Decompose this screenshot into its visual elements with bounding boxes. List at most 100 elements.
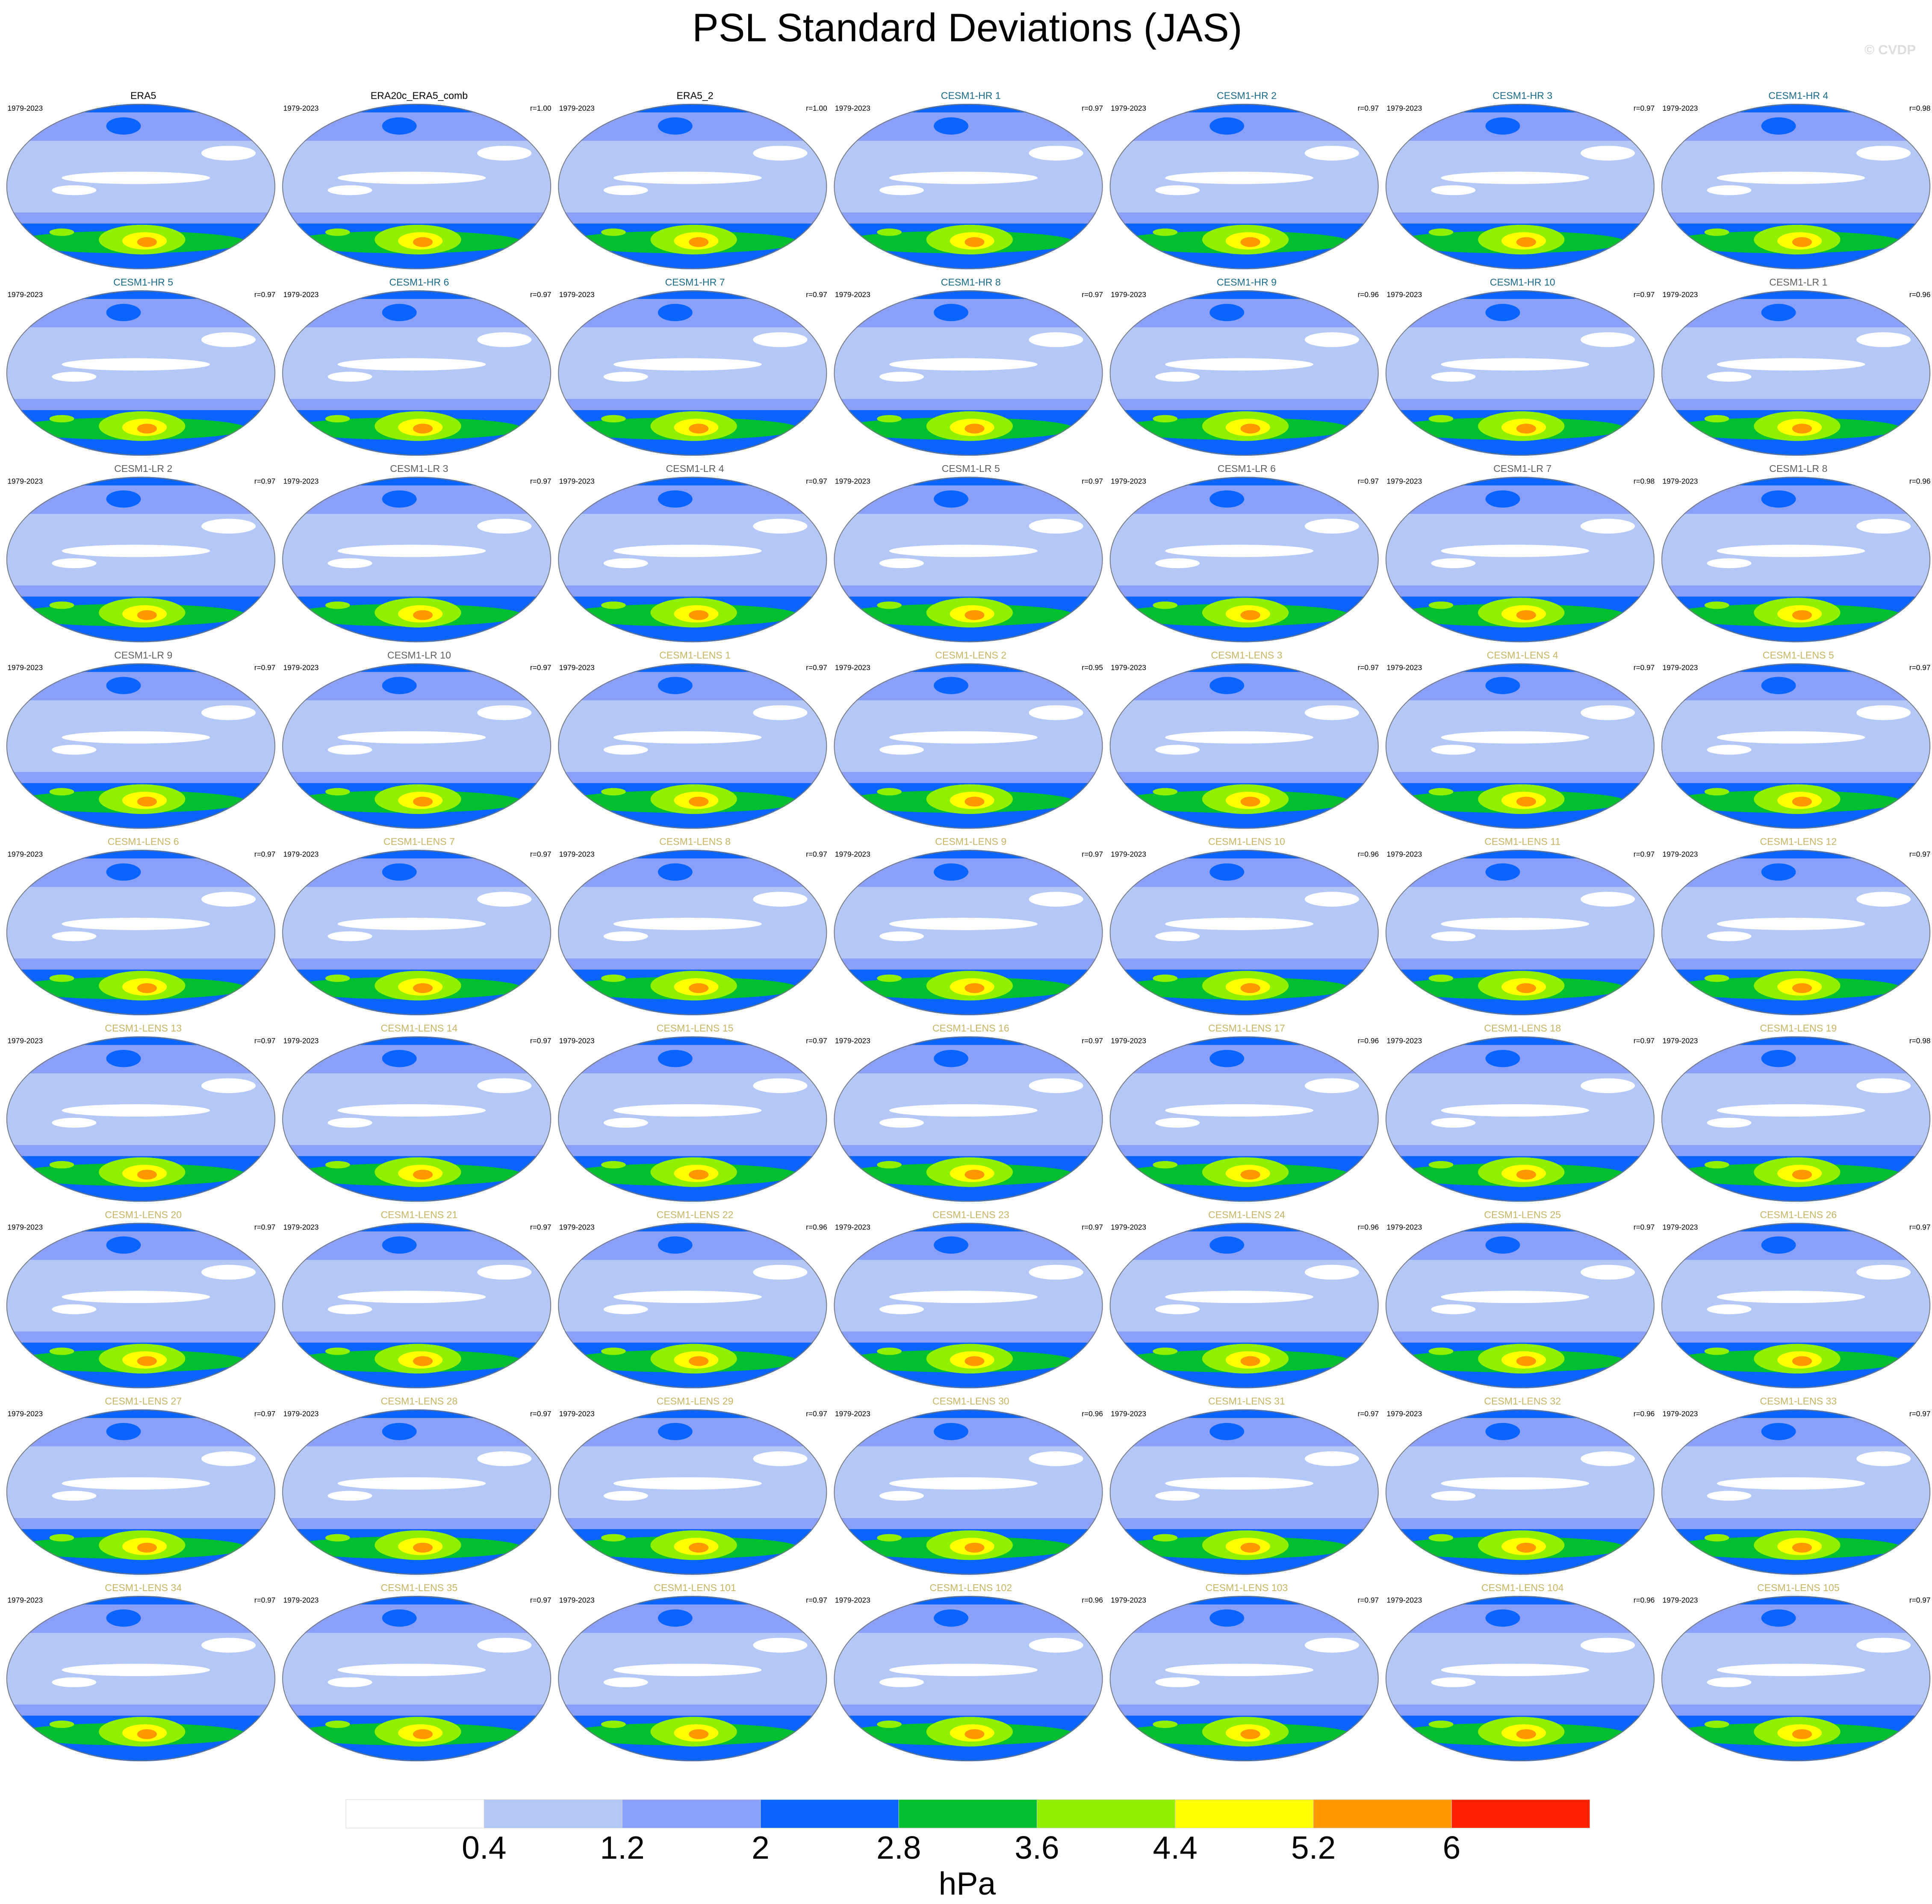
panel-period: 1979-2023 [559, 663, 595, 672]
panel: CESM1-LENS 7 1979-2023 r=0.97 [282, 836, 552, 1015]
panel: CESM1-LR 10 1979-2023 r=0.97 [282, 649, 552, 828]
panel-period: 1979-2023 [1663, 1596, 1698, 1604]
panel: CESM1-LENS 13 1979-2023 r=0.97 [6, 1023, 275, 1202]
panel-period: 1979-2023 [7, 1223, 43, 1232]
panel-correlation: r=0.96 [1634, 1409, 1655, 1418]
watermark: © CVDP [1864, 42, 1916, 57]
map [834, 1596, 1103, 1761]
panel-title: CESM1-LENS 23 [932, 1209, 1009, 1220]
panel-period: 1979-2023 [559, 1036, 595, 1045]
panel: CESM1-LENS 33 1979-2023 r=0.97 [1661, 1396, 1931, 1575]
colorbar-box [345, 1799, 484, 1828]
panel: CESM1-LENS 103 1979-2023 r=0.97 [1109, 1582, 1379, 1761]
map [558, 850, 827, 1015]
panel-correlation: r=0.97 [530, 1596, 552, 1604]
panel-period: 1979-2023 [559, 290, 595, 299]
map [1385, 290, 1655, 456]
panel-title: CESM1-LENS 25 [1484, 1209, 1561, 1220]
panel-title: CESM1-LENS 8 [659, 836, 731, 847]
panel-correlation: r=0.97 [1082, 1036, 1103, 1045]
panel-period: 1979-2023 [283, 104, 319, 112]
map [558, 1596, 827, 1761]
panel-correlation: r=0.97 [1909, 1223, 1931, 1232]
panel-correlation: r=0.97 [530, 663, 552, 672]
panel-correlation: r=0.98 [1909, 104, 1931, 112]
map [558, 1036, 827, 1202]
colorbar-box [484, 1799, 623, 1828]
colorbar-box [622, 1799, 761, 1828]
map [1661, 104, 1931, 269]
panel-title: CESM1-LR 3 [390, 463, 448, 474]
map [1109, 1409, 1379, 1575]
panel-period: 1979-2023 [1386, 1223, 1422, 1232]
panel-period: 1979-2023 [1386, 477, 1422, 485]
panel-title: CESM1-HR 3 [1493, 90, 1552, 101]
map [282, 104, 552, 269]
map [558, 477, 827, 642]
panel-title: CESM1-HR 2 [1217, 90, 1277, 101]
panel-correlation: r=0.97 [1082, 850, 1103, 858]
map [834, 1409, 1103, 1575]
map [1385, 477, 1655, 642]
panel-correlation: r=0.97 [254, 663, 276, 672]
panel-period: 1979-2023 [283, 850, 319, 858]
panel-correlation: r=0.97 [806, 477, 827, 485]
map [6, 1596, 275, 1761]
map [1661, 1596, 1931, 1761]
panel-title: CESM1-LENS 101 [654, 1582, 736, 1593]
panel-correlation: r=0.97 [1358, 477, 1379, 485]
panel-correlation: r=0.96 [1909, 290, 1931, 299]
panel: CESM1-LENS 21 1979-2023 r=0.97 [282, 1209, 552, 1388]
map [558, 104, 827, 269]
panel-period: 1979-2023 [1386, 663, 1422, 672]
panel: CESM1-LENS 35 1979-2023 r=0.97 [282, 1582, 552, 1761]
panel: CESM1-LENS 17 1979-2023 r=0.96 [1109, 1023, 1379, 1202]
panel: CESM1-LR 7 1979-2023 r=0.98 [1385, 463, 1655, 642]
map [1661, 1223, 1931, 1388]
panel-period: 1979-2023 [1111, 663, 1146, 672]
panel-period: 1979-2023 [835, 1223, 870, 1232]
colorbar-tick-label: 0.4 [462, 1830, 506, 1866]
panel-period: 1979-2023 [559, 477, 595, 485]
panel-correlation: r=0.97 [530, 1409, 552, 1418]
panel: ERA5_2 1979-2023 r=1.00 [558, 90, 827, 269]
panel-period: 1979-2023 [1111, 1409, 1146, 1418]
panel-title: CESM1-LR 6 [1218, 463, 1276, 474]
panel: CESM1-HR 9 1979-2023 r=0.96 [1109, 277, 1379, 456]
map [1109, 477, 1379, 642]
panel-title: CESM1-LENS 1 [659, 649, 731, 660]
panel-title: CESM1-HR 6 [389, 277, 449, 288]
panel: CESM1-LENS 23 1979-2023 r=0.97 [834, 1209, 1103, 1388]
panel-correlation: r=0.97 [1082, 290, 1103, 299]
panel-period: 1979-2023 [283, 1223, 319, 1232]
panel: CESM1-LR 2 1979-2023 r=0.97 [6, 463, 275, 642]
panel-period: 1979-2023 [1663, 290, 1698, 299]
map [6, 104, 275, 269]
panel: CESM1-LR 5 1979-2023 r=0.97 [834, 463, 1103, 642]
map [282, 290, 552, 456]
map [1385, 1036, 1655, 1202]
colorbar-label: hPa [939, 1866, 996, 1901]
panel-period: 1979-2023 [1663, 850, 1698, 858]
panel-period: 1979-2023 [1386, 290, 1422, 299]
panel-title: CESM1-LENS 29 [657, 1396, 734, 1407]
map [1385, 850, 1655, 1015]
map [834, 104, 1103, 269]
panel-correlation: r=0.96 [1358, 290, 1379, 299]
panel-title: CESM1-LENS 30 [932, 1396, 1009, 1407]
panel-correlation: r=0.97 [254, 477, 276, 485]
map [6, 1223, 275, 1388]
panel: CESM1-HR 8 1979-2023 r=0.97 [834, 277, 1103, 456]
panel-period: 1979-2023 [559, 104, 595, 112]
panel-correlation: r=0.97 [1634, 663, 1655, 672]
panel-title: CESM1-LENS 24 [1208, 1209, 1285, 1220]
panel-title: CESM1-LENS 12 [1760, 836, 1837, 847]
panel-correlation: r=0.97 [1358, 104, 1379, 112]
panel: CESM1-LENS 25 1979-2023 r=0.97 [1385, 1209, 1655, 1388]
map [1385, 104, 1655, 269]
panel-correlation: r=0.97 [254, 1409, 276, 1418]
panel: ERA5 1979-2023 [6, 90, 275, 269]
map [1661, 290, 1931, 456]
map [1661, 850, 1931, 1015]
panel-period: 1979-2023 [835, 1409, 870, 1418]
